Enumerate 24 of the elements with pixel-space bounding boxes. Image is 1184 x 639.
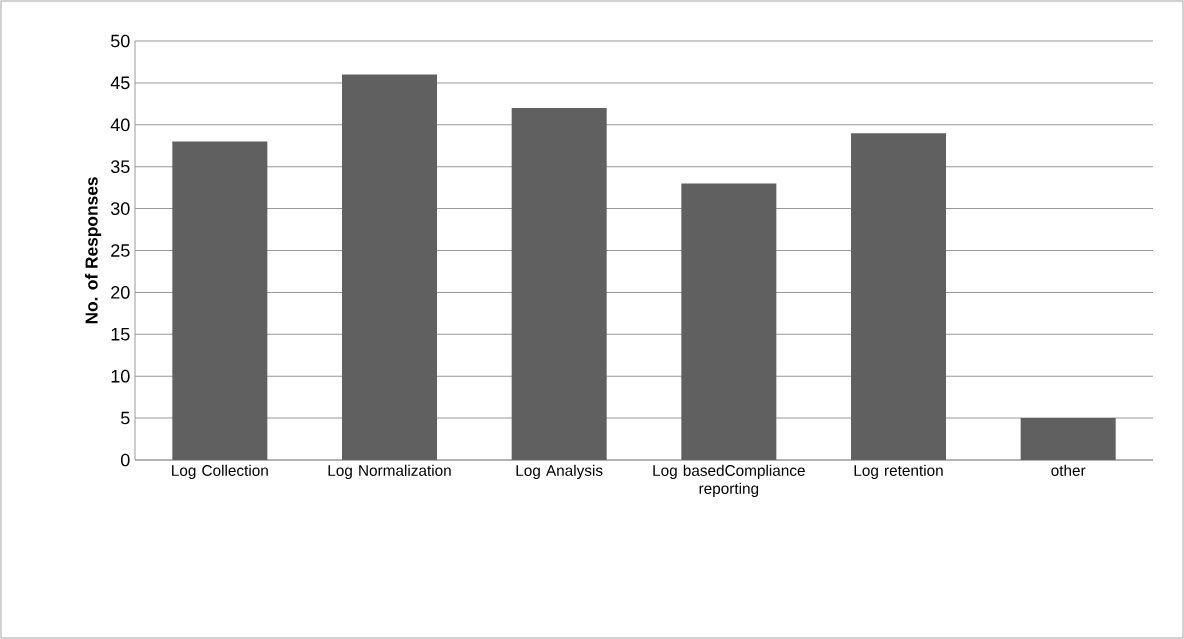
y-tick-label: 10 xyxy=(111,369,130,383)
bar xyxy=(851,133,947,460)
bar xyxy=(342,74,437,460)
bar xyxy=(681,183,777,460)
x-tick-label: Log retention xyxy=(854,464,943,479)
bar xyxy=(1020,418,1116,460)
y-tick-label: 45 xyxy=(110,76,130,90)
x-tick-label: Log Normalization xyxy=(328,464,451,479)
bar xyxy=(172,141,268,460)
bar xyxy=(511,108,607,460)
y-tick-label: 30 xyxy=(110,202,130,215)
y-tick-label: 40 xyxy=(110,118,130,132)
y-tick-label: 0 xyxy=(120,453,130,467)
x-tick-label: other xyxy=(1051,464,1086,476)
y-tick-label: 25 xyxy=(111,244,130,257)
y-tick-label: 50 xyxy=(110,34,130,48)
x-tick-label: Log Analysis xyxy=(516,464,603,479)
y-tick-label: 35 xyxy=(110,160,130,174)
x-tick-label: Log Collection xyxy=(172,464,268,479)
y-axis-title: No. of Responses xyxy=(84,177,102,324)
x-tick-label: Log basedCompliance reporting xyxy=(653,464,805,497)
y-tick-label: 20 xyxy=(111,286,130,299)
y-tick-label: 15 xyxy=(111,328,130,341)
y-tick-label: 5 xyxy=(120,411,130,425)
